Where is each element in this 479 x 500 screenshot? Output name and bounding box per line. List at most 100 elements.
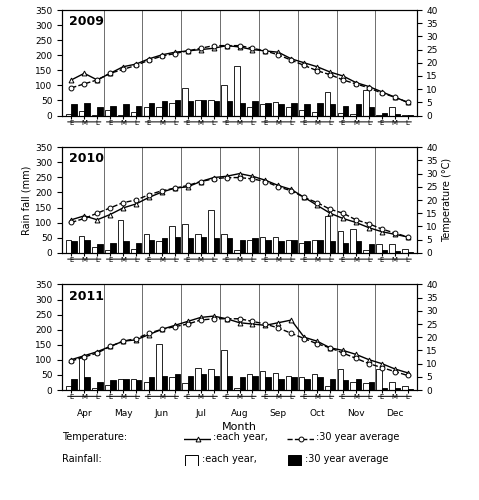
Bar: [273, 372, 278, 390]
Bar: [66, 240, 71, 253]
Bar: [105, 250, 110, 253]
Bar: [343, 106, 348, 116]
Bar: [291, 240, 297, 253]
Bar: [214, 101, 219, 116]
Bar: [278, 378, 284, 390]
Bar: [188, 376, 193, 390]
Bar: [286, 107, 291, 116]
Bar: [343, 380, 348, 390]
Bar: [123, 378, 128, 390]
Bar: [252, 101, 258, 116]
Bar: [84, 103, 90, 116]
Bar: [66, 114, 71, 116]
Bar: [118, 378, 123, 390]
Bar: [227, 238, 232, 253]
Bar: [395, 114, 400, 116]
Bar: [221, 86, 227, 116]
Bar: [110, 106, 115, 116]
Bar: [71, 104, 77, 116]
Bar: [338, 113, 343, 116]
Bar: [273, 237, 278, 253]
Bar: [240, 378, 245, 390]
Bar: [247, 240, 252, 253]
Bar: [144, 382, 149, 390]
Bar: [288, 456, 301, 466]
Bar: [123, 104, 128, 116]
Bar: [234, 388, 240, 390]
Bar: [304, 242, 309, 253]
Bar: [175, 100, 180, 116]
Bar: [92, 388, 97, 390]
Bar: [162, 238, 167, 253]
Bar: [170, 226, 175, 253]
Text: Apr: Apr: [77, 409, 92, 418]
Bar: [351, 114, 356, 116]
Bar: [240, 240, 245, 253]
Bar: [325, 386, 330, 390]
Text: Jun: Jun: [155, 409, 169, 418]
Bar: [131, 249, 136, 253]
Bar: [157, 344, 162, 390]
Bar: [338, 370, 343, 390]
Bar: [356, 378, 361, 390]
Bar: [92, 114, 97, 116]
Bar: [79, 111, 84, 116]
Bar: [265, 378, 271, 390]
Bar: [304, 378, 309, 390]
Text: :each year,: :each year,: [202, 454, 257, 464]
Bar: [382, 388, 387, 390]
Bar: [208, 370, 214, 390]
Bar: [260, 372, 265, 390]
Bar: [356, 104, 361, 116]
Text: Sep: Sep: [270, 409, 287, 418]
Bar: [389, 107, 395, 116]
Bar: [291, 103, 297, 116]
Bar: [402, 114, 408, 116]
Bar: [273, 102, 278, 116]
Bar: [402, 249, 408, 253]
Bar: [247, 107, 252, 116]
Bar: [265, 103, 271, 116]
Bar: [221, 234, 227, 253]
Bar: [214, 238, 219, 253]
Bar: [97, 382, 103, 390]
Bar: [123, 242, 128, 253]
Bar: [175, 237, 180, 253]
Text: :30 year average: :30 year average: [316, 432, 399, 442]
Bar: [118, 220, 123, 253]
Bar: [195, 234, 201, 253]
Y-axis label: Temperature (°C): Temperature (°C): [442, 158, 452, 242]
Bar: [278, 104, 284, 116]
Text: Oct: Oct: [309, 409, 325, 418]
Bar: [227, 376, 232, 390]
Bar: [338, 231, 343, 253]
Text: Nov: Nov: [347, 409, 365, 418]
Bar: [351, 382, 356, 390]
Bar: [188, 238, 193, 253]
Bar: [201, 237, 206, 253]
Bar: [286, 240, 291, 253]
Bar: [201, 374, 206, 390]
Bar: [79, 358, 84, 390]
Y-axis label: Rain fall (mm): Rain fall (mm): [21, 166, 31, 234]
Bar: [195, 368, 201, 390]
Bar: [312, 240, 317, 253]
Bar: [149, 240, 154, 253]
Bar: [66, 386, 71, 390]
Bar: [376, 244, 382, 253]
Bar: [343, 243, 348, 253]
Bar: [170, 378, 175, 390]
Bar: [252, 376, 258, 390]
Bar: [234, 250, 240, 253]
Bar: [389, 244, 395, 253]
Bar: [149, 103, 154, 116]
Text: 2010: 2010: [69, 152, 104, 166]
Bar: [131, 112, 136, 116]
Bar: [97, 244, 103, 253]
Bar: [162, 101, 167, 116]
Bar: [105, 384, 110, 390]
Bar: [144, 234, 149, 253]
Bar: [265, 240, 271, 253]
Bar: [221, 350, 227, 390]
Text: Month: Month: [222, 422, 257, 432]
